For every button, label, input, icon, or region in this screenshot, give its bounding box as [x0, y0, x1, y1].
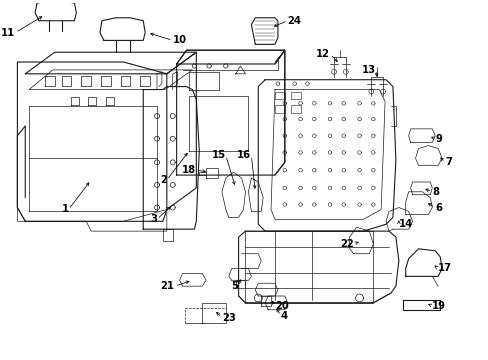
- Text: 13: 13: [362, 65, 375, 75]
- Text: 18: 18: [182, 165, 196, 175]
- Text: 23: 23: [222, 312, 235, 323]
- Text: 15: 15: [211, 150, 225, 161]
- Text: 22: 22: [339, 239, 353, 249]
- Text: 14: 14: [398, 219, 412, 229]
- Text: 11: 11: [1, 27, 16, 37]
- Text: 6: 6: [434, 203, 441, 212]
- Text: 19: 19: [431, 301, 446, 311]
- Text: 8: 8: [431, 187, 438, 197]
- Text: 4: 4: [280, 311, 287, 321]
- Text: 7: 7: [444, 157, 451, 167]
- Text: 3: 3: [150, 214, 157, 224]
- Text: 21: 21: [161, 281, 174, 291]
- Text: 16: 16: [237, 150, 251, 161]
- Text: 2: 2: [160, 175, 166, 185]
- Text: 17: 17: [437, 264, 451, 274]
- Text: 10: 10: [172, 35, 186, 45]
- Text: 20: 20: [274, 301, 288, 311]
- Text: 24: 24: [287, 16, 301, 26]
- Text: 9: 9: [434, 134, 441, 144]
- Text: 1: 1: [61, 204, 68, 215]
- Text: 5: 5: [231, 281, 238, 291]
- Text: 12: 12: [315, 49, 329, 59]
